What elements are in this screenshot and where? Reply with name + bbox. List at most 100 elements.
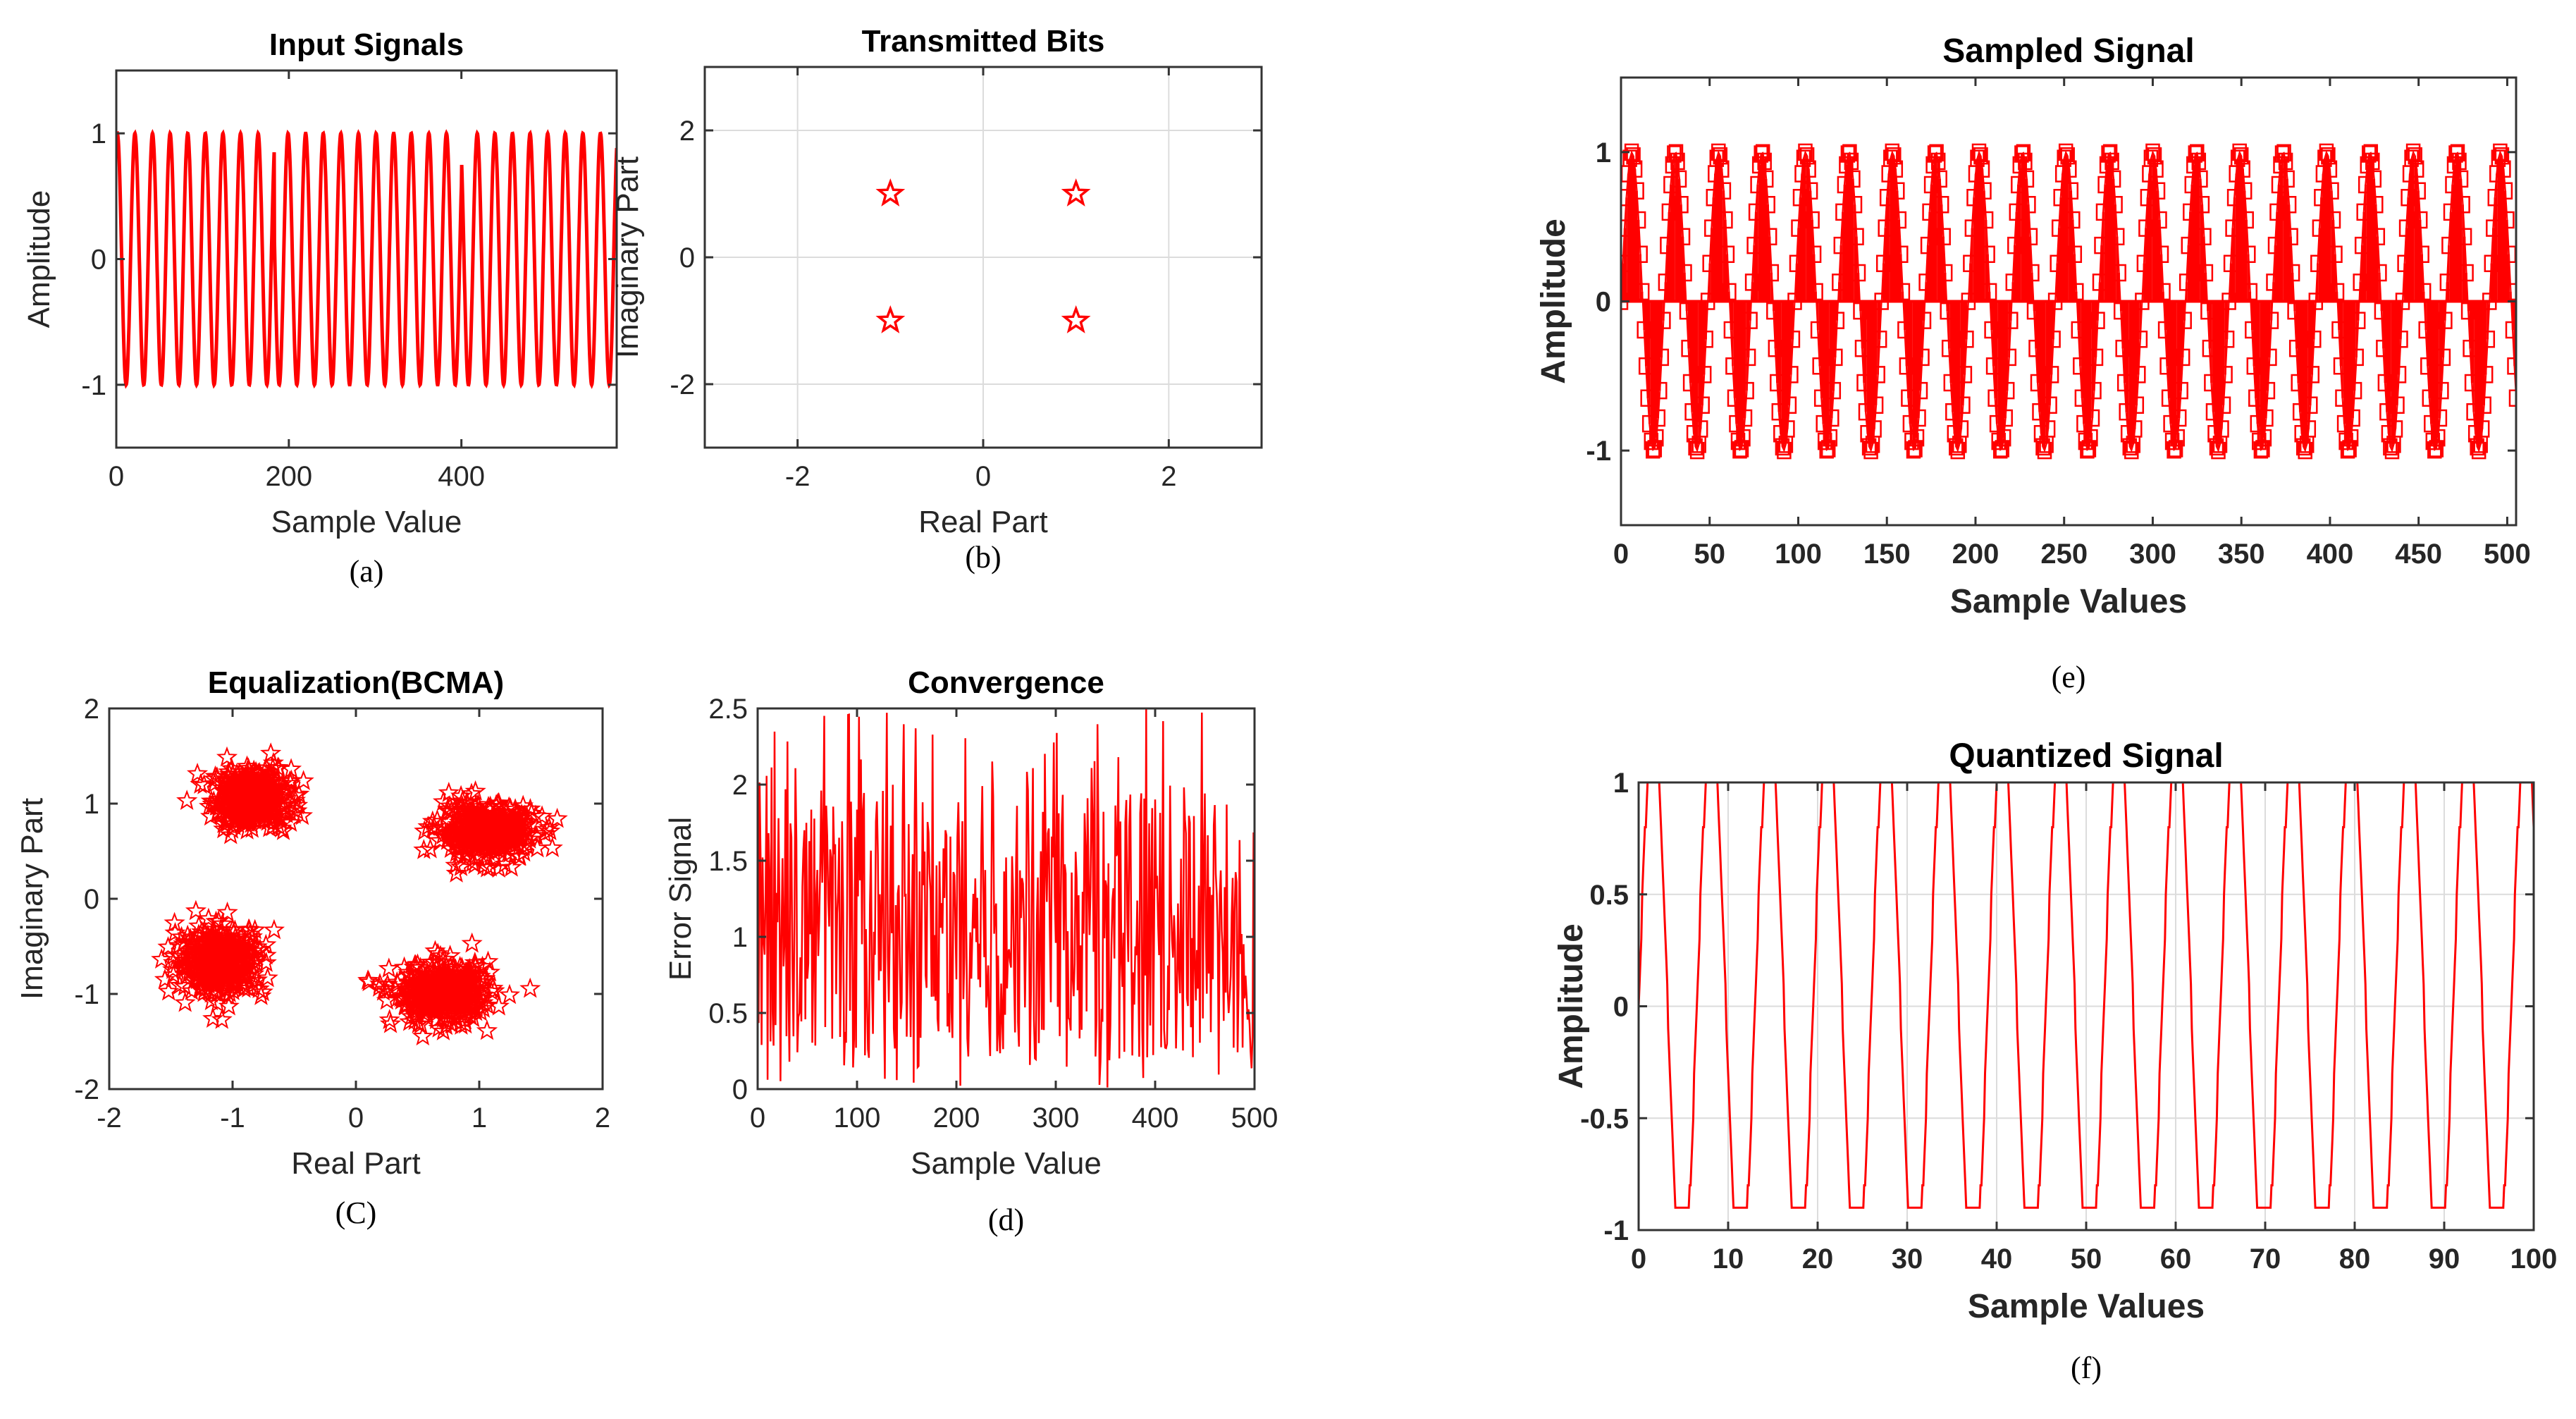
y-tick-label: -2	[670, 369, 695, 400]
cluster-4	[357, 932, 541, 1046]
y-axis-label: Imaginary Part	[15, 798, 49, 1000]
chart-title: Sampled Signal	[1942, 32, 2194, 70]
x-tick-label: 1	[472, 1102, 487, 1134]
series-markers	[1621, 143, 2516, 460]
y-axis-label: Amplitude	[1535, 219, 1572, 384]
x-tick-label: -2	[97, 1102, 122, 1134]
x-tick-label: 200	[933, 1102, 980, 1134]
data-series	[151, 742, 568, 1046]
x-tick-label: 50	[1694, 539, 1725, 570]
chart-title: Quantized Signal	[1949, 737, 2223, 775]
data-series	[1621, 143, 2516, 460]
x-tick-label: 50	[2071, 1243, 2102, 1274]
caption: (e)	[2052, 660, 2086, 694]
y-tick-label: -2	[74, 1074, 99, 1105]
caption: (d)	[988, 1203, 1024, 1237]
chart-e: 0 50 100 150 200 250 300 350 400 450 500 -1 0 1 Sample…	[1535, 32, 2531, 694]
y-tick-label: 2	[679, 116, 695, 147]
x-tick-label: 300	[1033, 1102, 1080, 1134]
x-tick-label: 0	[1613, 539, 1629, 570]
cluster-core	[185, 932, 256, 990]
x-axis-label: Sample Values	[1950, 583, 2187, 620]
chart-title: Convergence	[908, 665, 1104, 700]
y-tick-label: -1	[74, 979, 99, 1010]
caption: (b)	[965, 540, 1001, 575]
data-series	[116, 129, 617, 389]
y-axis-label: Amplitude	[22, 190, 56, 328]
x-tick-label: 400	[1132, 1102, 1179, 1134]
x-tick-label: 300	[2129, 539, 2176, 570]
x-tick-label: -2	[785, 461, 811, 492]
y-tick-label: 2	[732, 770, 748, 801]
x-tick-label: 2	[1161, 461, 1176, 492]
y-tick-label: 1.5	[708, 846, 748, 877]
y-tick-label: 2.5	[708, 694, 748, 725]
x-tick-label: 2	[595, 1102, 610, 1134]
y-axis-label: Error Signal	[663, 817, 698, 981]
x-tick-label: 40	[1981, 1243, 2013, 1274]
x-tick-label: 450	[2395, 539, 2442, 570]
y-axis-label: Imaginary Part	[610, 156, 645, 358]
x-tick-label: 100	[1775, 539, 1822, 570]
data-series	[758, 708, 1255, 1088]
chart-c: -2 -1 0 1 2 -2 -1 0 1 2 Equalization(BCMA) Real Par…	[15, 665, 610, 1230]
constellation-point	[1061, 305, 1091, 333]
series-line-quantized	[1639, 782, 2534, 1209]
x-tick-label: 0	[109, 461, 124, 492]
constellation-point	[1061, 178, 1091, 207]
y-tick-label: 0.5	[708, 998, 748, 1029]
x-tick-label: 100	[834, 1102, 881, 1134]
chart-title: Equalization(BCMA)	[208, 665, 504, 700]
y-tick-label: -1	[1603, 1215, 1629, 1246]
cluster-2	[413, 780, 568, 883]
y-tick-label: 1	[1613, 768, 1629, 799]
caption: (a)	[350, 554, 384, 589]
y-tick-label: 1	[84, 789, 99, 820]
x-tick-label: 350	[2218, 539, 2265, 570]
x-tick-label: 150	[1863, 539, 1911, 570]
x-tick-label: 20	[1802, 1243, 1834, 1274]
y-tick-label: -1	[1586, 436, 1611, 467]
x-tick-label: 70	[2250, 1243, 2281, 1274]
chart-title: Input Signals	[269, 27, 464, 62]
cluster-3	[151, 899, 285, 1029]
constellation-point	[875, 305, 906, 333]
y-tick-label: -1	[81, 370, 106, 401]
x-tick-label: -1	[220, 1102, 245, 1134]
y-tick-label: 0	[1596, 287, 1611, 318]
x-axis-label: Real Part	[291, 1146, 420, 1181]
y-tick-label: 1	[91, 118, 106, 149]
x-tick-label: 0	[348, 1102, 364, 1134]
y-tick-label: 0	[84, 884, 99, 915]
cluster-core	[218, 774, 283, 824]
chart-title: Transmitted Bits	[862, 24, 1105, 59]
y-tick-label: 2	[84, 694, 99, 725]
y-tick-label: 0.5	[1589, 880, 1629, 911]
series-line-error	[758, 708, 1255, 1088]
series-line-input	[116, 129, 617, 389]
data-series	[1639, 782, 2534, 1209]
y-tick-label: 0	[679, 242, 695, 274]
cluster-core	[445, 809, 526, 855]
x-tick-label: 60	[2160, 1243, 2192, 1274]
x-tick-label: 500	[1231, 1102, 1278, 1134]
x-axis-label: Real Part	[918, 505, 1047, 539]
y-tick-label: 1	[732, 922, 748, 953]
x-axis-label: Sample Value	[911, 1146, 1102, 1181]
x-tick-label: 250	[2040, 539, 2088, 570]
axes-box	[108, 707, 604, 1091]
x-tick-label: 400	[2307, 539, 2354, 570]
x-tick-label: 0	[750, 1102, 765, 1134]
cluster-core	[402, 969, 483, 1019]
x-axis-label: Sample Value	[271, 505, 462, 539]
x-tick-label: 0	[1631, 1243, 1646, 1274]
x-tick-label: 100	[2510, 1243, 2558, 1274]
y-axis-label: Amplitude	[1553, 923, 1590, 1089]
axes-box	[756, 707, 1256, 1091]
chart-f: 0 10 20 30 40 50 60 70 80 90 100 -1 -0.5 0 0.5 1 Quantiz…	[1553, 737, 2557, 1385]
x-tick-label: 500	[2484, 539, 2531, 570]
y-tick-label: 0	[91, 245, 106, 276]
x-tick-label: 0	[975, 461, 991, 492]
x-tick-label: 400	[438, 461, 485, 492]
